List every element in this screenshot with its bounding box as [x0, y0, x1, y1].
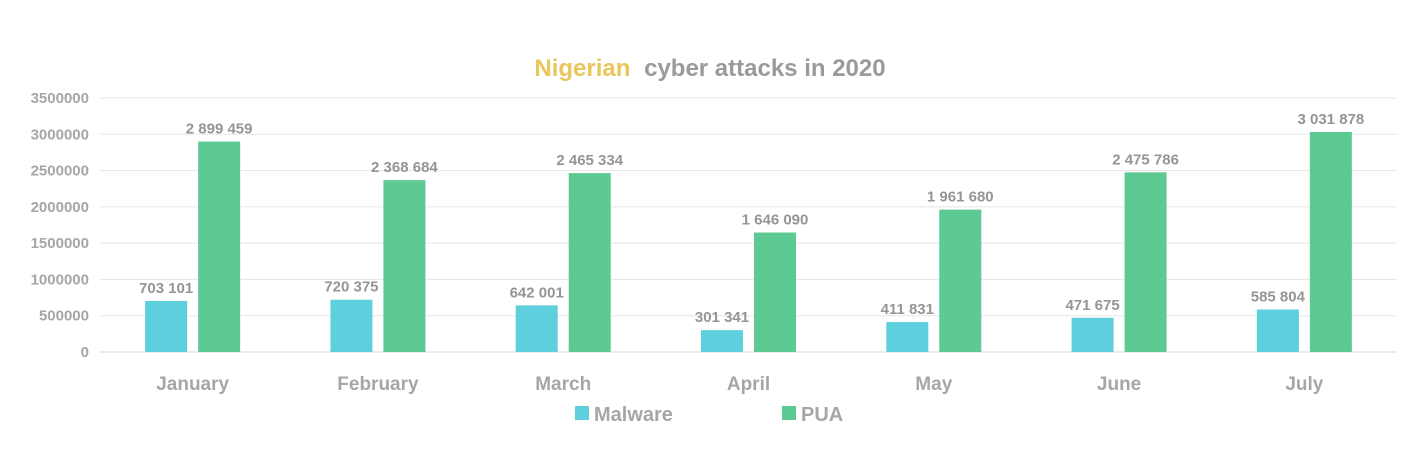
bar-malware [701, 330, 743, 352]
data-label-pua: 2 899 459 [186, 121, 253, 138]
legend-swatch-pua [782, 406, 796, 420]
bar-pua [939, 209, 982, 352]
data-label-malware: 471 675 [1065, 297, 1119, 314]
x-tick-label: July [1285, 374, 1323, 395]
bar-pua [568, 173, 611, 352]
y-tick-label: 3000000 [31, 126, 89, 143]
x-tick-label: January [156, 374, 229, 395]
y-tick-label: 2500000 [31, 163, 89, 180]
bar-malware [515, 305, 558, 352]
y-tick-label: 1000000 [31, 271, 89, 288]
bar-pua [754, 232, 796, 352]
data-label-pua: 1 646 090 [742, 212, 809, 229]
bars [145, 131, 1352, 352]
chart-title-rest: cyber attacks in 2020 [644, 55, 886, 82]
bar-malware [330, 299, 373, 352]
data-label-malware: 642 001 [510, 284, 564, 301]
bar-malware [1256, 309, 1299, 352]
y-tick-label: 0 [81, 344, 89, 361]
legend-label-pua: PUA [801, 404, 843, 426]
legend: Malware PUA [575, 404, 843, 426]
x-axis-ticks: January February March April May June July [156, 374, 1324, 395]
data-label-pua: 1 961 680 [927, 189, 994, 206]
bar-pua [1124, 172, 1167, 352]
x-tick-label: May [915, 374, 952, 395]
bar-pua [1309, 131, 1352, 352]
x-tick-label: March [535, 374, 591, 395]
gridlines [100, 97, 1397, 353]
legend-swatch-malware [575, 406, 589, 420]
chart-title-accent: Nigerian [534, 55, 630, 82]
chart-title: Nigerian cyber attacks in 2020 [534, 55, 885, 82]
x-tick-label: February [337, 374, 419, 395]
bar-malware [145, 300, 188, 352]
data-labels: 703 101 2 899 459 720 375 2 368 684 642 001 2… [139, 111, 1364, 326]
legend-label-malware: Malware [594, 404, 673, 426]
bar-pua [383, 180, 426, 352]
y-tick-label: 3500000 [31, 90, 89, 107]
data-label-malware: 703 101 [139, 280, 193, 297]
bar-malware [886, 322, 929, 352]
data-label-pua: 2 368 684 [371, 159, 438, 176]
data-label-malware: 720 375 [324, 279, 378, 296]
bar-malware [1071, 317, 1114, 352]
y-tick-label: 2000000 [31, 199, 89, 216]
data-label-pua: 3 031 878 [1297, 111, 1364, 128]
bar-pua [198, 141, 241, 352]
data-label-pua: 2 465 334 [556, 152, 623, 169]
y-tick-label: 500000 [39, 308, 89, 325]
data-label-malware: 585 804 [1251, 288, 1306, 305]
x-tick-label: April [727, 374, 770, 395]
x-tick-label: June [1097, 374, 1141, 395]
y-tick-label: 1500000 [31, 235, 89, 252]
data-label-malware: 411 831 [881, 301, 934, 318]
y-axis-ticks: 0 500000 1000000 1500000 2000000 2500000 30000… [31, 90, 89, 361]
data-label-pua: 2 475 786 [1112, 151, 1179, 168]
data-label-malware: 301 341 [695, 309, 749, 326]
